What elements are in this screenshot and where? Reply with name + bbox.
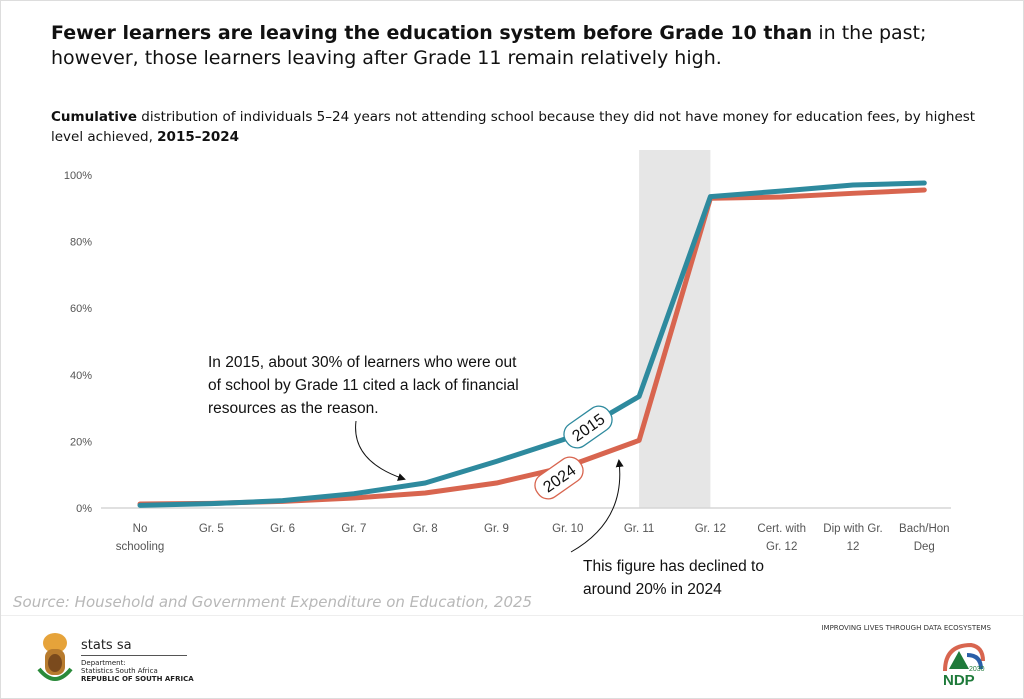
- y-tick-label: 100%: [64, 170, 92, 182]
- stats-sa-logo: stats sa Department: Statistics South Af…: [81, 638, 194, 683]
- y-tick-label: 20%: [70, 436, 92, 448]
- dept-name: Statistics South Africa: [81, 667, 158, 675]
- subtitle-bold: Cumulative: [51, 109, 137, 125]
- x-tick-label: schooling: [116, 541, 165, 553]
- footer-divider: [1, 615, 1023, 616]
- headline-bold: Fewer learners are leaving the education…: [51, 22, 813, 44]
- highlight-band: [639, 150, 711, 508]
- x-tick-label: Gr. 7: [341, 523, 366, 535]
- country-name: REPUBLIC OF SOUTH AFRICA: [81, 675, 194, 683]
- dept-label: Department:: [81, 659, 126, 667]
- x-tick-label: Gr. 6: [270, 523, 295, 535]
- y-tick-label: 60%: [70, 303, 92, 315]
- ndp-text: NDP: [943, 672, 975, 687]
- x-tick-label: Deg: [914, 541, 935, 553]
- x-tick-label: Gr. 8: [413, 523, 438, 535]
- x-tick-label: 12: [847, 541, 860, 553]
- x-tick-label: Gr. 10: [552, 523, 583, 535]
- series-line-2024: [137, 187, 927, 507]
- subtitle-years: 2015–2024: [157, 129, 240, 145]
- x-tick-label: No: [133, 523, 148, 535]
- y-tick-label: 80%: [70, 237, 92, 249]
- x-tick-label: Gr. 12: [766, 541, 797, 553]
- x-tick-label: Gr. 9: [484, 523, 509, 535]
- chart-subtitle: Cumulative distribution of individuals 5…: [51, 107, 981, 147]
- x-tick-label: Cert. with: [757, 523, 806, 535]
- annotation-arrow-2015: [355, 420, 406, 481]
- source-note: Source: Household and Government Expendi…: [13, 593, 533, 611]
- y-tick-label: 0%: [76, 503, 92, 515]
- ndp-year: 2030: [969, 666, 985, 673]
- series-label-box: [563, 405, 613, 449]
- y-tick-label: 40%: [70, 370, 92, 382]
- x-tick-label: Dip with Gr.: [823, 523, 882, 535]
- line-chart: 0% 20% 40% 60% 80% 100% No schooling Gr. 5 Gr. 6 G…: [64, 150, 951, 598]
- x-tick-label: Bach/Hon: [899, 523, 950, 535]
- x-tick-label: Gr. 5: [199, 523, 224, 535]
- x-tick-label: Gr. 11: [624, 523, 654, 535]
- annotation-2024: This figure has declined to around 20% in…: [583, 558, 764, 598]
- series-label-2015: 2015: [563, 405, 613, 449]
- brand-name: stats sa: [81, 638, 132, 653]
- headline: Fewer learners are leaving the education…: [51, 21, 1001, 71]
- coat-of-arms-icon: [37, 633, 73, 681]
- annotation-arrow-2024: [570, 459, 624, 553]
- headline-rest: in the past; however, those learners lea…: [51, 22, 927, 69]
- series-line-2015: [137, 180, 927, 508]
- subtitle-text: distribution of individuals 5–24 years n…: [51, 109, 976, 145]
- x-tick-label: Gr. 12: [695, 523, 726, 535]
- tagline: IMPROVING LIVES THROUGH DATA ECOSYSTEMS: [821, 624, 991, 632]
- series-label-box: [534, 456, 584, 500]
- annotation-2015: In 2015, about 30% of learners who were …: [208, 354, 519, 417]
- ndp-logo: 2030 NDP: [943, 642, 985, 687]
